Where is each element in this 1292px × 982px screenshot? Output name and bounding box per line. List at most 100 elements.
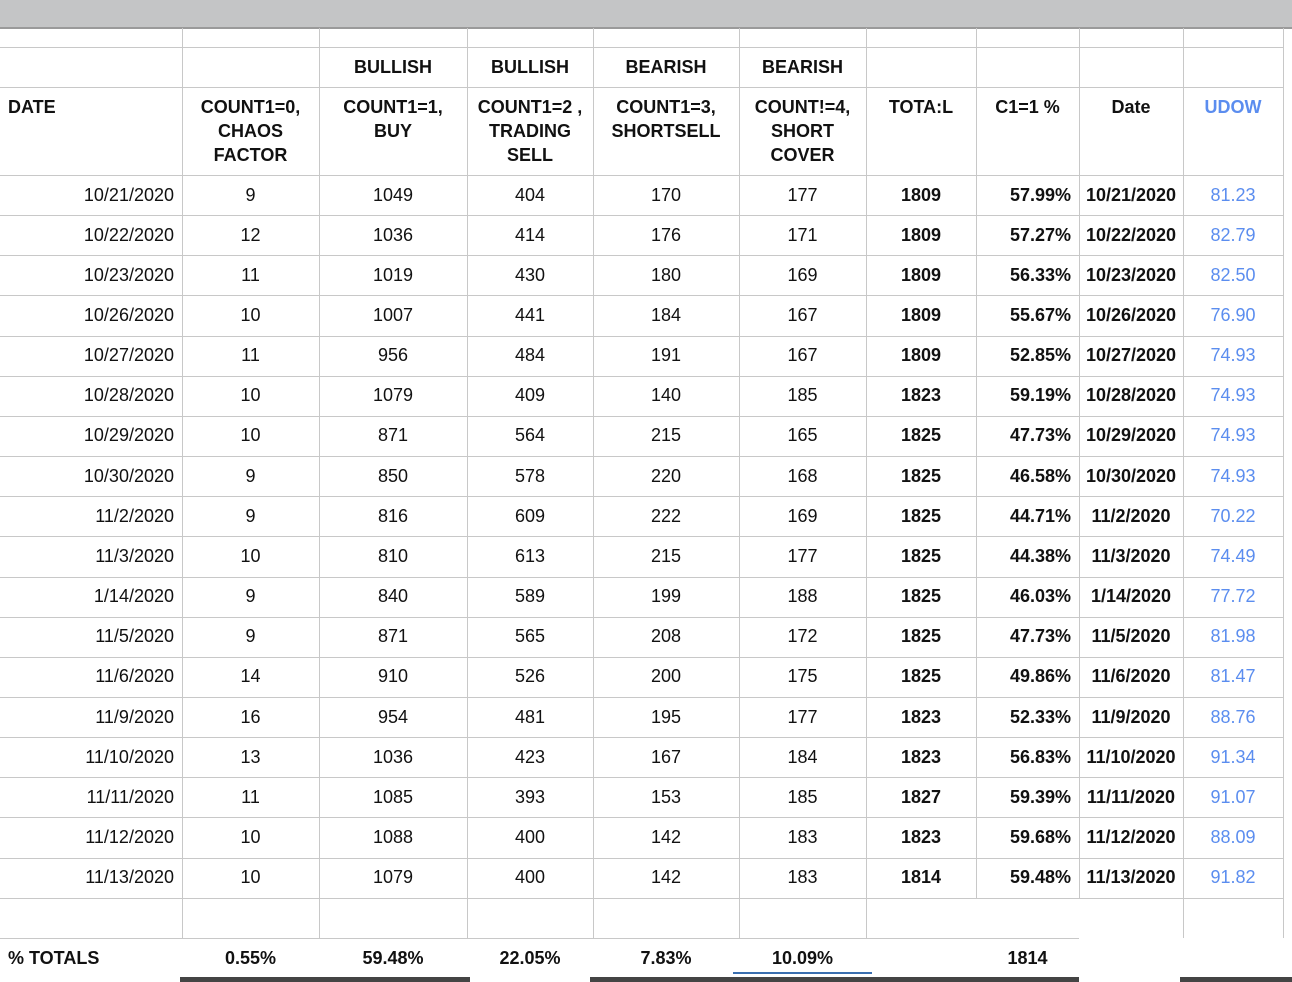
table-cell: 176 bbox=[650, 224, 682, 245]
grid-line bbox=[0, 415, 1283, 417]
scroll-bar bbox=[866, 977, 1079, 982]
table-cell: 220 bbox=[650, 465, 682, 486]
table-cell: 1814 bbox=[900, 867, 942, 888]
table-cell: 11/3/2020 bbox=[1091, 545, 1171, 566]
totals-cell: 7.83% bbox=[640, 947, 692, 968]
table-cell: 81.23 bbox=[1210, 184, 1256, 205]
table-cell: 59.48% bbox=[1009, 867, 1071, 888]
table-cell: 56.83% bbox=[1009, 746, 1071, 767]
table-cell: 1823 bbox=[900, 746, 942, 767]
table-cell: 185 bbox=[787, 385, 818, 406]
table-cell: 57.99% bbox=[1009, 184, 1071, 205]
table-cell: 215 bbox=[650, 425, 682, 446]
table-cell: 165 bbox=[787, 425, 818, 446]
grid-line bbox=[976, 28, 977, 898]
column-header: COUNT1=3, SHORTSELL bbox=[611, 97, 721, 141]
table-cell: 393 bbox=[514, 786, 546, 807]
column-header: COUNT1=1, BUY bbox=[343, 97, 443, 141]
table-cell: 167 bbox=[787, 345, 818, 366]
table-cell: 11 bbox=[241, 264, 260, 285]
table-cell: 44.38% bbox=[1009, 545, 1071, 566]
table-cell: 1825 bbox=[900, 425, 942, 446]
column-header: COUNT!=4, SHORT COVER bbox=[754, 97, 851, 165]
table-cell: 52.85% bbox=[1009, 345, 1071, 366]
grid-line bbox=[0, 255, 1283, 257]
table-cell: 76.90 bbox=[1210, 305, 1256, 325]
group-header: BULLISH bbox=[354, 56, 432, 77]
table-cell: 1825 bbox=[900, 586, 942, 607]
table-cell: 954 bbox=[377, 706, 409, 727]
grid-line bbox=[0, 375, 1283, 377]
table-cell: 13 bbox=[240, 746, 261, 767]
grid-line bbox=[0, 897, 1283, 899]
grid-line bbox=[0, 857, 1283, 859]
table-cell: 81.47 bbox=[1210, 666, 1256, 687]
table-cell: 400 bbox=[514, 826, 546, 847]
table-cell: 168 bbox=[787, 465, 818, 486]
table-cell: 1827 bbox=[900, 786, 942, 807]
table-cell: 10/29/2020 bbox=[1085, 425, 1177, 446]
table-cell: 59.19% bbox=[1009, 385, 1071, 406]
table-cell: 52.33% bbox=[1009, 706, 1071, 727]
totals-cell: 0.55% bbox=[224, 947, 277, 968]
table-cell: 46.03% bbox=[1009, 586, 1071, 607]
table-cell: 910 bbox=[377, 666, 409, 687]
table-cell: 1809 bbox=[900, 264, 942, 285]
table-cell: 11/5/2020 bbox=[1091, 626, 1171, 647]
table-cell: 1825 bbox=[900, 545, 942, 566]
table-cell: 10 bbox=[240, 545, 261, 566]
table-cell: 414 bbox=[514, 224, 546, 245]
table-cell: 188 bbox=[787, 586, 818, 607]
totals-total: 1814 bbox=[1007, 947, 1048, 968]
table-cell: 409 bbox=[514, 385, 546, 406]
table-cell: 11/5/2020 bbox=[95, 626, 174, 647]
table-cell: 56.33% bbox=[1009, 264, 1071, 285]
table-cell: 74.93 bbox=[1210, 425, 1256, 446]
table-cell: 47.73% bbox=[1009, 626, 1071, 647]
table-cell: 172 bbox=[787, 626, 818, 647]
table-cell: 484 bbox=[514, 345, 546, 366]
table-cell: 441 bbox=[514, 305, 546, 325]
table-cell: 59.39% bbox=[1009, 786, 1071, 807]
table-cell: 1809 bbox=[900, 345, 942, 366]
column-header: DATE bbox=[8, 97, 56, 117]
table-cell: 208 bbox=[650, 626, 682, 647]
grid-line bbox=[1283, 28, 1284, 938]
grid-line bbox=[0, 737, 1283, 739]
selection bbox=[733, 972, 872, 974]
table-cell: 12 bbox=[240, 224, 261, 245]
grid-line bbox=[0, 87, 1283, 88]
grid-line bbox=[0, 656, 1283, 658]
table-cell: 91.34 bbox=[1210, 746, 1256, 767]
totals-label: % TOTALS bbox=[8, 947, 100, 968]
table-cell: 10/22/2020 bbox=[1085, 224, 1177, 245]
totals-cell: 10.09% bbox=[771, 947, 834, 968]
table-cell: 183 bbox=[787, 826, 818, 847]
table-cell: 10 bbox=[240, 425, 261, 446]
table-cell: 10/30/2020 bbox=[83, 465, 174, 486]
table-cell: 9 bbox=[245, 184, 256, 205]
table-cell: 16 bbox=[240, 706, 261, 727]
grid-line bbox=[319, 28, 320, 938]
table-cell: 589 bbox=[514, 586, 546, 607]
table-cell: 184 bbox=[787, 746, 818, 767]
grid-line bbox=[0, 175, 1283, 176]
table-cell: 11/6/2020 bbox=[1091, 666, 1171, 687]
table-cell: 816 bbox=[377, 505, 409, 526]
table-cell: 526 bbox=[514, 666, 546, 687]
table-cell: 850 bbox=[377, 465, 409, 486]
table-cell: 10 bbox=[240, 305, 261, 325]
table-cell: 1809 bbox=[900, 224, 942, 245]
table-cell: 177 bbox=[787, 545, 818, 566]
table-cell: 167 bbox=[787, 305, 818, 325]
table-cell: 1085 bbox=[372, 786, 414, 807]
grid-line bbox=[0, 817, 1283, 819]
table-cell: 1088 bbox=[372, 826, 414, 847]
table-cell: 184 bbox=[650, 305, 682, 325]
group-header: BEARISH bbox=[761, 56, 843, 77]
table-cell: 200 bbox=[650, 666, 682, 687]
scroll-bar bbox=[590, 977, 866, 982]
scroll-bar bbox=[1180, 977, 1292, 982]
group-header: BEARISH bbox=[625, 56, 707, 77]
table-cell: 11/10/2020 bbox=[85, 746, 174, 767]
